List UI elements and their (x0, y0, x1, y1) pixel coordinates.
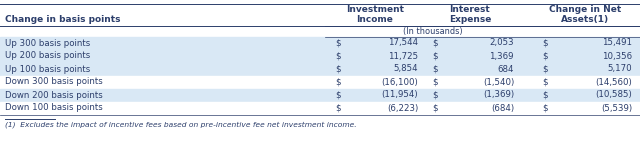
Text: Interest
Expense: Interest Expense (449, 5, 491, 24)
Text: (16,100): (16,100) (381, 78, 418, 86)
Text: $: $ (432, 39, 438, 47)
Bar (0, 63, 640, 76)
Text: 11,725: 11,725 (388, 51, 418, 60)
Text: 10,356: 10,356 (602, 51, 632, 60)
Text: 2,053: 2,053 (490, 39, 514, 47)
Bar (0, 102, 640, 115)
Text: $: $ (335, 103, 340, 113)
Text: (10,585): (10,585) (595, 90, 632, 99)
Text: $: $ (335, 51, 340, 60)
Bar (0, 89, 640, 102)
Bar (0, 37, 640, 50)
Text: Up 100 basis points: Up 100 basis points (5, 65, 90, 74)
Text: $: $ (542, 78, 547, 86)
Text: $: $ (432, 65, 438, 74)
Text: 15,491: 15,491 (602, 39, 632, 47)
Text: (11,954): (11,954) (381, 90, 418, 99)
Bar (0, 50, 640, 63)
Text: 5,170: 5,170 (607, 65, 632, 74)
Text: Down 100 basis points: Down 100 basis points (5, 103, 103, 113)
Text: 1,369: 1,369 (490, 51, 514, 60)
Text: $: $ (542, 51, 547, 60)
Text: Up 300 basis points: Up 300 basis points (5, 39, 90, 47)
Text: (14,560): (14,560) (595, 78, 632, 86)
Text: $: $ (432, 103, 438, 113)
Text: $: $ (542, 65, 547, 74)
Text: $: $ (335, 65, 340, 74)
Text: Change in Net
Assets(1): Change in Net Assets(1) (549, 5, 621, 24)
Text: Down 300 basis points: Down 300 basis points (5, 78, 103, 86)
Text: $: $ (432, 51, 438, 60)
Text: 17,544: 17,544 (388, 39, 418, 47)
Text: Up 200 basis points: Up 200 basis points (5, 51, 90, 60)
Text: $: $ (432, 90, 438, 99)
Text: 684: 684 (497, 65, 514, 74)
Text: $: $ (432, 78, 438, 86)
Text: $: $ (542, 90, 547, 99)
Text: 5,854: 5,854 (394, 65, 418, 74)
Text: Investment
Income: Investment Income (346, 5, 404, 24)
Text: Down 200 basis points: Down 200 basis points (5, 90, 103, 99)
Text: (1,369): (1,369) (483, 90, 514, 99)
Bar (0, 76, 640, 89)
Text: $: $ (542, 39, 547, 47)
Text: (In thousands): (In thousands) (403, 27, 462, 36)
Text: (684): (684) (491, 103, 514, 113)
Text: $: $ (335, 39, 340, 47)
Text: $: $ (335, 78, 340, 86)
Text: (6,223): (6,223) (387, 103, 418, 113)
Text: $: $ (542, 103, 547, 113)
Text: (1)  Excludes the impact of incentive fees based on pre-incentive fee net invest: (1) Excludes the impact of incentive fee… (5, 121, 356, 128)
Text: (1,540): (1,540) (483, 78, 514, 86)
Text: Change in basis points: Change in basis points (5, 15, 120, 24)
Text: $: $ (335, 90, 340, 99)
Text: (5,539): (5,539) (601, 103, 632, 113)
